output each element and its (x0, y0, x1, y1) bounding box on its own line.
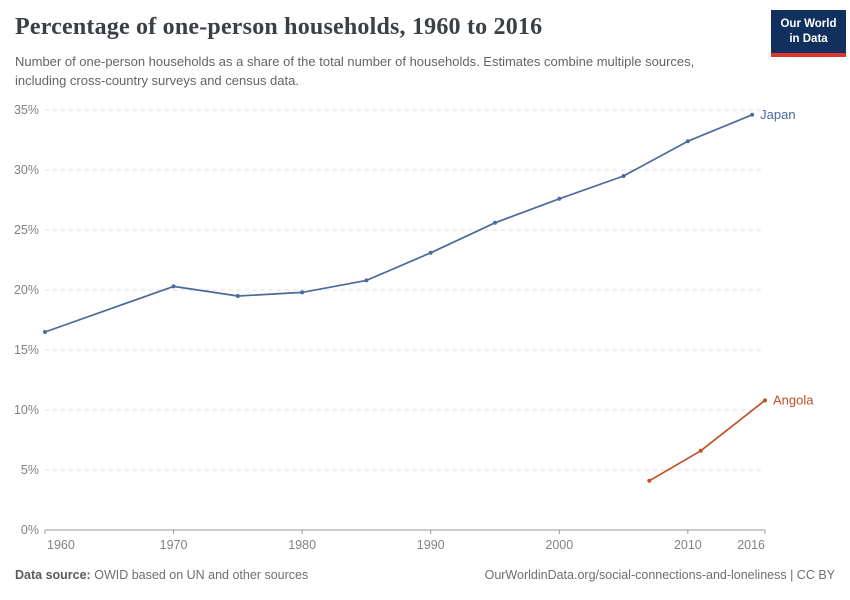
data-point-japan (750, 112, 755, 117)
chart-subtitle: Number of one-person households as a sha… (15, 54, 695, 88)
y-axis-tick-label: 20% (14, 283, 39, 297)
credit-link[interactable]: OurWorldinData.org/social-connections-an… (484, 568, 835, 582)
x-axis-tick-label: 2000 (545, 538, 573, 552)
series-line-angola (648, 399, 766, 482)
data-point-japan (43, 330, 47, 334)
owid-logo-line2: in Data (789, 32, 828, 45)
data-point-japan (171, 284, 176, 289)
y-axis-tick-label: 5% (21, 463, 39, 477)
x-axis-tick-label: 1990 (417, 538, 445, 552)
data-source-label: Data source: (15, 568, 91, 582)
data-point-japan (300, 290, 305, 295)
series-line-japan (44, 114, 753, 333)
y-axis-tick-label: 35% (14, 103, 39, 117)
data-source-note: Data source: OWID based on UN and other … (15, 568, 308, 582)
data-point-japan (428, 250, 433, 255)
y-axis-tick-label: 10% (14, 403, 39, 417)
x-axis-tick-label: 2016 (737, 538, 765, 552)
x-axis-tick-label: 1980 (288, 538, 316, 552)
y-axis-tick-label: 15% (14, 343, 39, 357)
x-axis-tick-label: 1960 (47, 538, 75, 552)
series-label-angola: Angola (773, 392, 814, 407)
data-point-japan (235, 294, 240, 298)
data-point-japan (685, 139, 690, 144)
data-point-japan (493, 220, 497, 225)
y-axis-tick-label: 25% (14, 223, 39, 237)
x-axis-tick-label: 1970 (160, 538, 188, 552)
data-point-angola (698, 448, 703, 453)
owid-logo: Our World in Data (771, 10, 846, 57)
y-axis-tick-label: 30% (14, 163, 39, 177)
data-point-japan (621, 174, 626, 178)
x-axis-tick-label: 2010 (674, 538, 702, 552)
y-axis-tick-label: 0% (21, 523, 39, 537)
data-source-text: OWID based on UN and other sources (94, 568, 309, 582)
series-label-japan: Japan (760, 107, 795, 122)
data-point-angola (647, 478, 652, 483)
owid-logo-line1: Our World (780, 18, 837, 30)
data-point-japan (557, 196, 562, 201)
data-point-japan (364, 278, 369, 283)
page-title: Percentage of one-person households, 196… (15, 14, 543, 40)
data-point-angola (763, 398, 767, 403)
